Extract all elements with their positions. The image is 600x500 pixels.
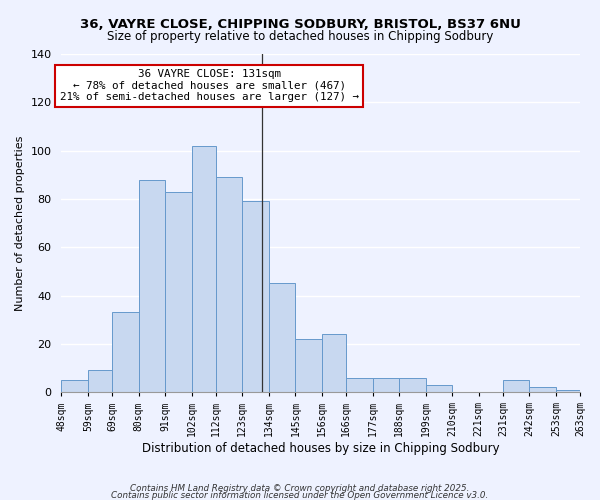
Bar (165, 192, 191, 392)
Bar (242, 202, 269, 392)
Bar (556, 390, 580, 392)
Bar (322, 334, 346, 392)
Bar (503, 380, 529, 392)
Bar (191, 146, 216, 392)
Bar (399, 378, 425, 392)
Bar (216, 177, 242, 392)
Text: 36, VAYRE CLOSE, CHIPPING SODBURY, BRISTOL, BS37 6NU: 36, VAYRE CLOSE, CHIPPING SODBURY, BRIST… (80, 18, 520, 30)
Bar (61, 380, 88, 392)
Text: Contains HM Land Registry data © Crown copyright and database right 2025.: Contains HM Land Registry data © Crown c… (130, 484, 470, 493)
Text: Contains public sector information licensed under the Open Government Licence v3: Contains public sector information licen… (112, 490, 488, 500)
Bar (112, 312, 139, 392)
Y-axis label: Number of detached properties: Number of detached properties (15, 136, 25, 311)
Bar (139, 180, 165, 392)
Bar (529, 388, 556, 392)
Bar (373, 378, 399, 392)
Bar (425, 385, 452, 392)
Text: 36 VAYRE CLOSE: 131sqm
← 78% of detached houses are smaller (467)
21% of semi-de: 36 VAYRE CLOSE: 131sqm ← 78% of detached… (60, 69, 359, 102)
X-axis label: Distribution of detached houses by size in Chipping Sodbury: Distribution of detached houses by size … (142, 442, 500, 455)
Bar (295, 339, 322, 392)
Bar (346, 378, 373, 392)
Text: Size of property relative to detached houses in Chipping Sodbury: Size of property relative to detached ho… (107, 30, 493, 43)
Bar (269, 284, 295, 392)
Bar (88, 370, 112, 392)
